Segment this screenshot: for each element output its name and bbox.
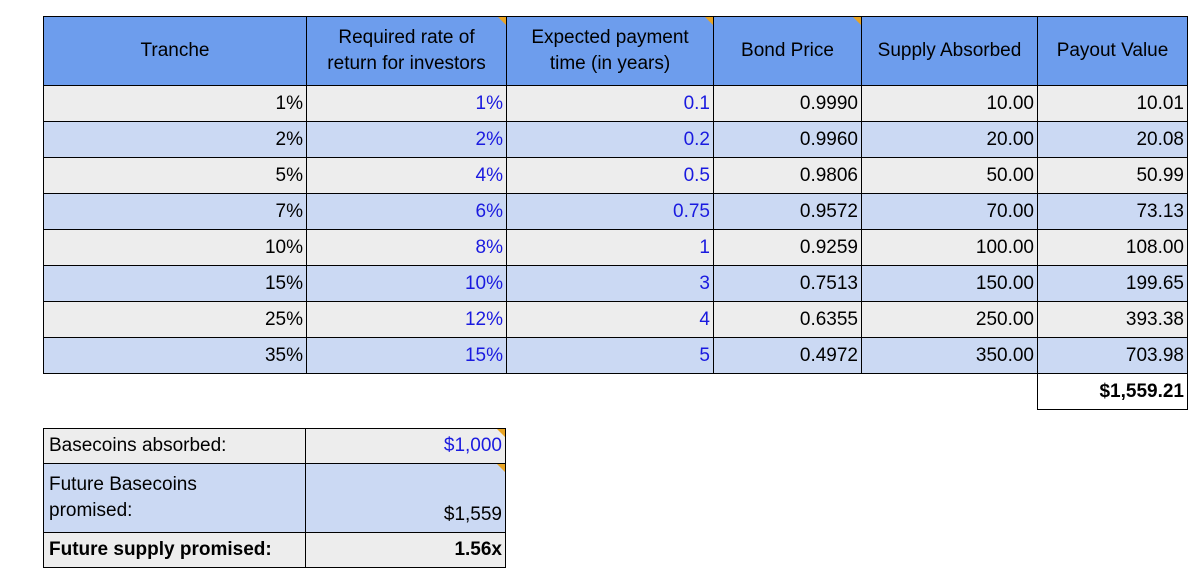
total-row: $1,559.21: [43, 373, 1188, 410]
comment-indicator-icon[interactable]: [853, 17, 861, 25]
summary-row-future-basecoins: Future Basecoins promised: $1,559: [43, 463, 506, 533]
cell-required-rate[interactable]: 6%: [306, 193, 507, 230]
summary-row-future-supply: Future supply promised: 1.56x: [43, 532, 506, 568]
cell-tranche[interactable]: 15%: [43, 265, 307, 302]
cell-payout-value[interactable]: 108.00: [1037, 229, 1188, 266]
summary-table: Basecoins absorbed: $1,000 Future Baseco…: [43, 428, 506, 568]
cell-required-rate[interactable]: 4%: [306, 157, 507, 194]
cell-payment-time[interactable]: 4: [506, 301, 714, 338]
cell-tranche[interactable]: 2%: [43, 121, 307, 158]
cell-tranche[interactable]: 35%: [43, 337, 307, 374]
cell-payment-time[interactable]: 3: [506, 265, 714, 302]
header-supply-absorbed[interactable]: Supply Absorbed: [861, 16, 1038, 86]
comment-indicator-icon[interactable]: [705, 17, 713, 25]
cell-required-rate[interactable]: 8%: [306, 229, 507, 266]
table-row: 7% 6% 0.75 0.9572 70.00 73.13: [43, 193, 1188, 230]
cell-payment-time[interactable]: 0.5: [506, 157, 714, 194]
header-expected-payment-time-label: Expected payment time (in years): [531, 27, 689, 74]
cell-tranche[interactable]: 25%: [43, 301, 307, 338]
comment-indicator-icon[interactable]: [498, 17, 506, 25]
future-basecoins-label[interactable]: Future Basecoins promised:: [43, 463, 306, 533]
cell-bond-price[interactable]: 0.9572: [713, 193, 862, 230]
table-row: 1% 1% 0.1 0.9990 10.00 10.01: [43, 85, 1188, 122]
future-basecoins-value[interactable]: $1,559: [305, 463, 506, 533]
cell-payment-time[interactable]: 0.2: [506, 121, 714, 158]
payout-total-cell[interactable]: $1,559.21: [1037, 373, 1188, 410]
cell-tranche[interactable]: 7%: [43, 193, 307, 230]
header-required-rate[interactable]: Required rate of return for investors: [306, 16, 507, 86]
future-basecoins-label-line2: promised:: [49, 500, 133, 521]
cell-supply-absorbed[interactable]: 20.00: [861, 121, 1038, 158]
cell-payment-time[interactable]: 5: [506, 337, 714, 374]
cell-bond-price[interactable]: 0.9806: [713, 157, 862, 194]
cell-bond-price[interactable]: 0.6355: [713, 301, 862, 338]
cell-bond-price[interactable]: 0.9259: [713, 229, 862, 266]
future-basecoins-value-text: $1,559: [443, 504, 502, 525]
cell-supply-absorbed[interactable]: 150.00: [861, 265, 1038, 302]
cell-bond-price[interactable]: 0.4972: [713, 337, 862, 374]
table-row: 5% 4% 0.5 0.9806 50.00 50.99: [43, 157, 1188, 194]
future-supply-label[interactable]: Future supply promised:: [43, 532, 306, 568]
cell-required-rate[interactable]: 1%: [306, 85, 507, 122]
table-row: 25% 12% 4 0.6355 250.00 393.38: [43, 301, 1188, 338]
cell-supply-absorbed[interactable]: 350.00: [861, 337, 1038, 374]
table-row: 10% 8% 1 0.9259 100.00 108.00: [43, 229, 1188, 266]
basecoins-absorbed-value[interactable]: $1,000: [305, 428, 506, 464]
cell-bond-price[interactable]: 0.9990: [713, 85, 862, 122]
future-basecoins-label-line1: Future Basecoins: [49, 474, 197, 495]
cell-payout-value[interactable]: 73.13: [1037, 193, 1188, 230]
cell-supply-absorbed[interactable]: 50.00: [861, 157, 1038, 194]
cell-supply-absorbed[interactable]: 70.00: [861, 193, 1038, 230]
cell-payout-value[interactable]: 703.98: [1037, 337, 1188, 374]
summary-row-basecoins-absorbed: Basecoins absorbed: $1,000: [43, 428, 506, 464]
header-bond-price[interactable]: Bond Price: [713, 16, 862, 86]
cell-required-rate[interactable]: 12%: [306, 301, 507, 338]
table-header-row: Tranche Required rate of return for inve…: [43, 16, 1188, 86]
header-required-rate-label: Required rate of return for investors: [327, 27, 486, 74]
future-supply-value[interactable]: 1.56x: [305, 532, 506, 568]
header-tranche[interactable]: Tranche: [43, 16, 307, 86]
cell-supply-absorbed[interactable]: 250.00: [861, 301, 1038, 338]
cell-required-rate[interactable]: 15%: [306, 337, 507, 374]
cell-payout-value[interactable]: 50.99: [1037, 157, 1188, 194]
cell-supply-absorbed[interactable]: 100.00: [861, 229, 1038, 266]
cell-tranche[interactable]: 5%: [43, 157, 307, 194]
table-row: 35% 15% 5 0.4972 350.00 703.98: [43, 337, 1188, 374]
cell-required-rate[interactable]: 10%: [306, 265, 507, 302]
header-bond-price-label: Bond Price: [741, 40, 834, 61]
cell-payment-time[interactable]: 0.1: [506, 85, 714, 122]
cell-payout-value[interactable]: 20.08: [1037, 121, 1188, 158]
cell-payout-value[interactable]: 10.01: [1037, 85, 1188, 122]
cell-payment-time[interactable]: 0.75: [506, 193, 714, 230]
table-row: 15% 10% 3 0.7513 150.00 199.65: [43, 265, 1188, 302]
comment-indicator-icon[interactable]: [497, 429, 505, 437]
basecoins-absorbed-value-text: $1,000: [443, 435, 502, 456]
cell-required-rate[interactable]: 2%: [306, 121, 507, 158]
cell-tranche[interactable]: 10%: [43, 229, 307, 266]
comment-indicator-icon[interactable]: [497, 464, 505, 472]
cell-supply-absorbed[interactable]: 10.00: [861, 85, 1038, 122]
cell-bond-price[interactable]: 0.9960: [713, 121, 862, 158]
header-expected-payment-time[interactable]: Expected payment time (in years): [506, 16, 714, 86]
tranche-table: Tranche Required rate of return for inve…: [43, 16, 1188, 410]
cell-payment-time[interactable]: 1: [506, 229, 714, 266]
basecoins-absorbed-label[interactable]: Basecoins absorbed:: [43, 428, 306, 464]
cell-payout-value[interactable]: 199.65: [1037, 265, 1188, 302]
cell-bond-price[interactable]: 0.7513: [713, 265, 862, 302]
header-payout-value[interactable]: Payout Value: [1037, 16, 1188, 86]
cell-payout-value[interactable]: 393.38: [1037, 301, 1188, 338]
cell-tranche[interactable]: 1%: [43, 85, 307, 122]
table-row: 2% 2% 0.2 0.9960 20.00 20.08: [43, 121, 1188, 158]
